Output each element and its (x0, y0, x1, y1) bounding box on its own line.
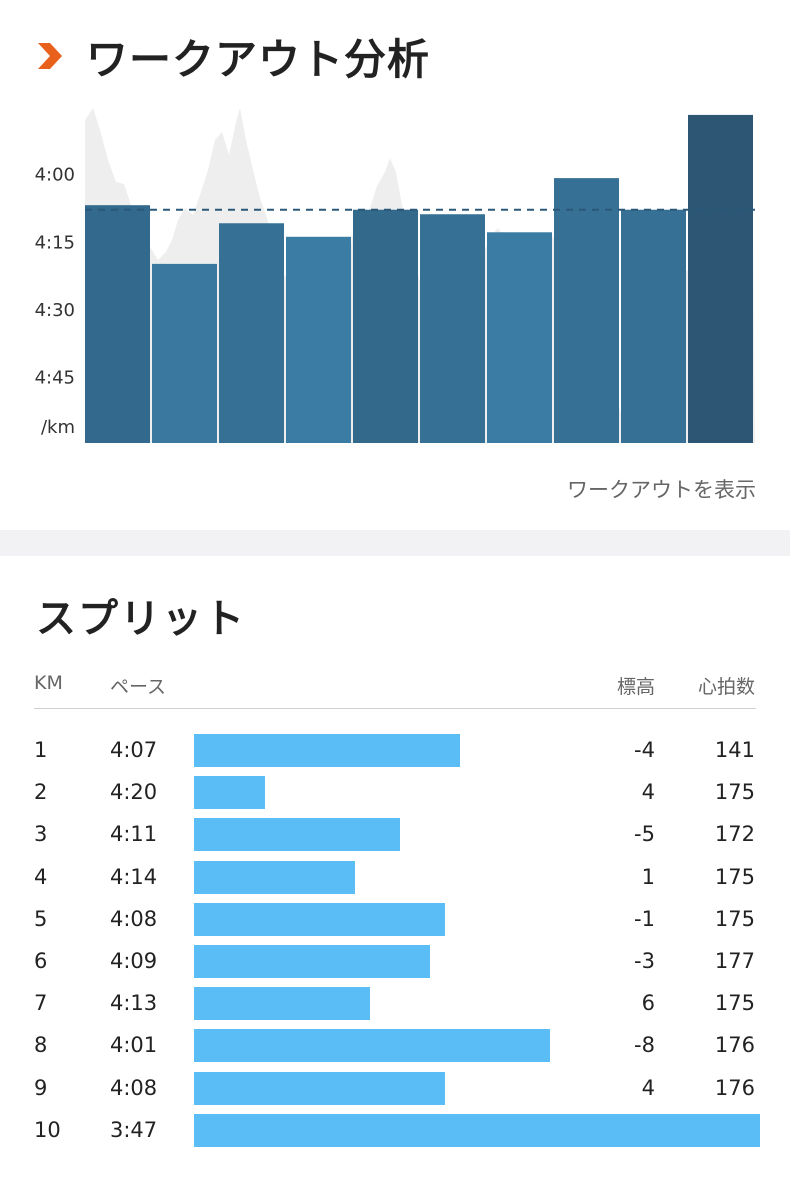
split-pace-bar (194, 1029, 550, 1063)
split-row: 2 4:20 4 175 (0, 774, 790, 816)
split-heart-rate: 172 (714, 822, 755, 847)
workout-analysis-card: ワークアウト分析 4:00 4:15 4:30 4:45/km ワークアウトを表示 (0, 0, 790, 530)
split-pace: 4:08 (110, 906, 158, 931)
split-km: 9 (34, 1075, 48, 1100)
split-km: 10 (34, 1117, 61, 1142)
pace-bar-9[interactable] (621, 209, 686, 443)
split-elevation: 6 (641, 991, 655, 1016)
split-pace-bar (194, 1071, 445, 1105)
split-rows: 1 4:07 -4 141 2 4:20 4 175 3 4:11 -5 172 4 4:14 1 175 5 4… (0, 732, 790, 1154)
y-tick-label: 4:30 (35, 300, 75, 321)
split-row: 3 4:11 -5 172 (0, 816, 790, 858)
y-tick-label: /km (41, 417, 75, 438)
split-row: 5 4:08 -1 175 (0, 901, 790, 943)
section-divider (0, 530, 790, 556)
split-pace-bar (194, 734, 460, 767)
analysis-header: ワークアウト分析 (36, 26, 430, 86)
split-row: 7 4:13 6 175 (0, 985, 790, 1027)
split-pace-bar (194, 987, 370, 1021)
pace-bar-4[interactable] (286, 236, 351, 443)
y-tick-label: 4:45 (35, 368, 75, 389)
split-heart-rate: 176 (714, 1075, 755, 1100)
header-divider (34, 708, 756, 709)
chevron-right-icon (38, 43, 62, 69)
split-heart-rate: 175 (714, 906, 755, 931)
view-workout-link[interactable]: ワークアウトを表示 (567, 478, 756, 502)
pace-bar-7[interactable] (487, 232, 552, 443)
split-row: 1 4:07 -4 141 (0, 732, 790, 774)
split-pace-bar (194, 944, 430, 978)
column-header-heart-rate: 心拍数 (697, 676, 755, 698)
split-row: 4 4:14 1 175 (0, 859, 790, 901)
split-heart-rate: 175 (714, 991, 755, 1016)
split-km: 8 (34, 1033, 48, 1058)
column-header-elevation: 標高 (616, 676, 655, 698)
split-km: 1 (34, 738, 48, 762)
split-heart-rate: 175 (714, 780, 755, 805)
split-row: 103:47-3176 (0, 1112, 790, 1154)
split-km: 2 (34, 780, 48, 805)
split-row: 9 4:08 4 176 (0, 1070, 790, 1112)
split-pace: 4:01 (110, 1033, 158, 1058)
split-elevation: -8 (634, 1033, 655, 1058)
split-pace: 4:08 (110, 1075, 158, 1100)
split-pace-bar (194, 902, 445, 936)
split-pace: 4:20 (110, 780, 158, 805)
split-km: 3 (34, 822, 48, 847)
pace-bar-10[interactable] (688, 114, 753, 443)
y-tick-label: 4:00 (35, 165, 75, 186)
pace-bar-3[interactable] (219, 223, 284, 443)
split-pace: 4:09 (110, 948, 158, 973)
split-elevation: -1 (634, 906, 655, 931)
split-pace-bar (194, 818, 400, 852)
pace-chart: 4:00 4:15 4:30 4:45/km (35, 108, 755, 443)
pace-bar-8[interactable] (554, 178, 619, 443)
split-pace-bar (194, 776, 265, 810)
split-pace: 4:13 (110, 991, 158, 1016)
split-elevation: -4 (634, 738, 655, 762)
split-pace-bar (194, 860, 355, 894)
split-elevation: 4 (641, 1075, 655, 1100)
split-km: 4 (34, 864, 48, 889)
column-header-km: KM (34, 672, 63, 694)
split-heart-rate: 176 (714, 1033, 755, 1058)
split-pace: 3:47 (110, 1117, 158, 1142)
pace-bar-6[interactable] (420, 214, 485, 443)
split-pace-bar (194, 1113, 760, 1147)
y-tick-label: 4:15 (35, 232, 75, 253)
split-heart-rate: 177 (714, 948, 755, 973)
split-km: 5 (34, 906, 48, 931)
split-elevation: 1 (641, 864, 655, 889)
split-row: 6 4:09 -3 177 (0, 943, 790, 985)
pace-bar-1[interactable] (85, 205, 150, 443)
split-pace: 4:07 (110, 738, 158, 762)
split-heart-rate: 141 (714, 738, 755, 762)
splits-card: スプリット KM ペース 標高 心拍数 1 4:07 -4 141 2 4:20 4 175 3… (0, 556, 790, 1200)
column-header-pace: ペース (110, 676, 167, 698)
split-km: 7 (34, 991, 48, 1016)
split-row: 8 4:01 -8 176 (0, 1027, 790, 1069)
split-pace: 4:14 (110, 864, 158, 889)
analysis-title: ワークアウト分析 (86, 34, 431, 84)
pace-bar-2[interactable] (152, 263, 217, 443)
pace-bar-5[interactable] (353, 209, 418, 443)
split-elevation: 4 (641, 780, 655, 805)
split-km: 6 (34, 948, 48, 973)
split-elevation: -5 (634, 822, 655, 847)
splits-title: スプリット (36, 596, 246, 642)
split-elevation: -3 (634, 948, 655, 973)
split-heart-rate: 175 (714, 864, 755, 889)
split-pace: 4:11 (110, 822, 158, 847)
